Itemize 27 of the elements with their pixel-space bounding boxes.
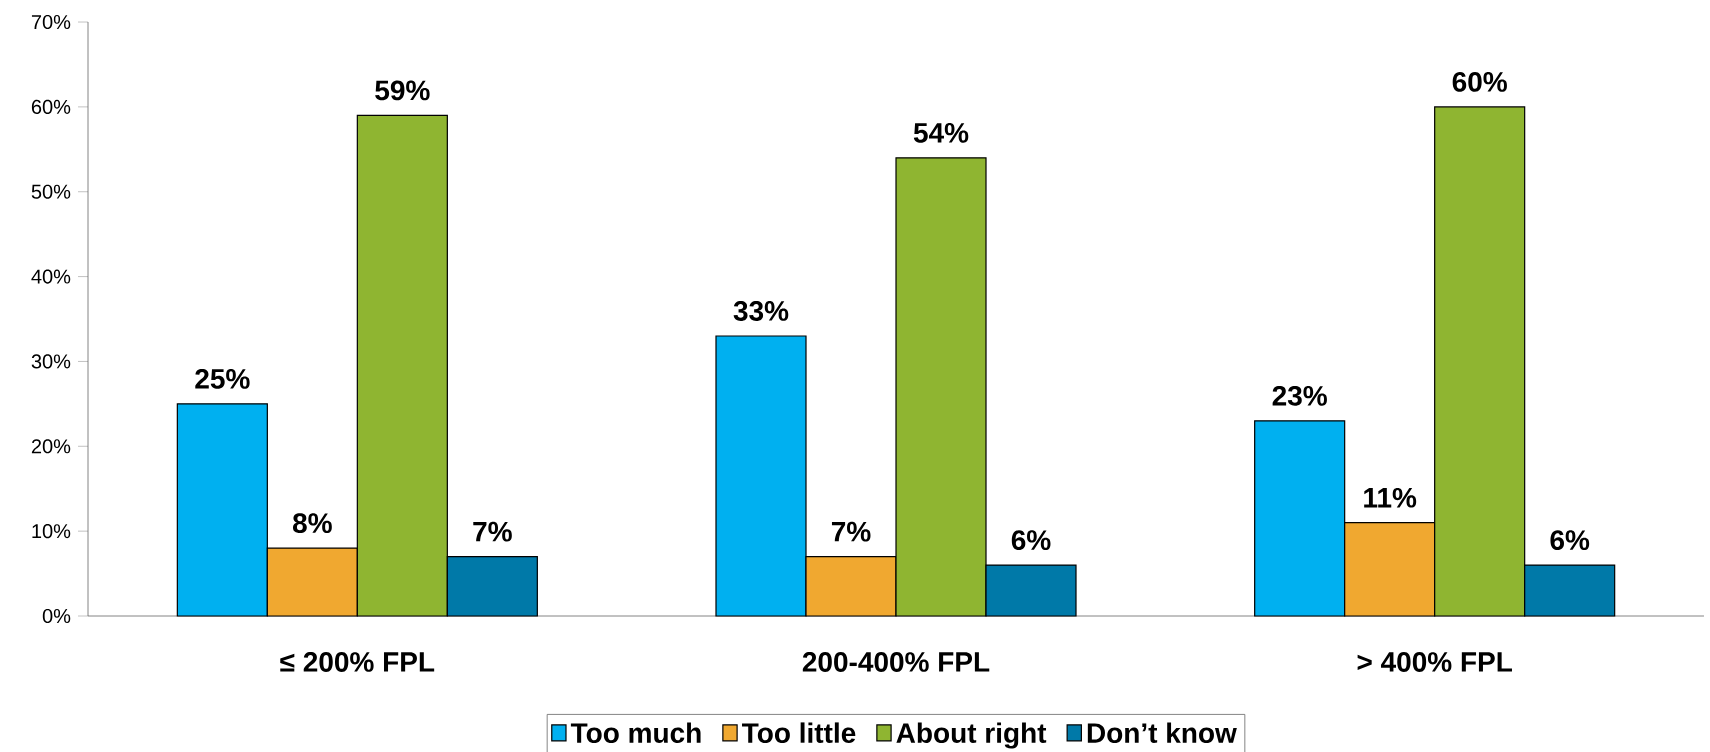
legend-label: Too much	[570, 722, 701, 743]
y-tick-label: 20%	[31, 439, 71, 454]
y-tick-label: 60%	[31, 99, 71, 114]
y-tick-label: 40%	[31, 269, 71, 284]
data-label: 25%	[195, 368, 250, 389]
y-tick-label: 30%	[31, 354, 71, 369]
x-tick-label: > 400% FPL	[1357, 652, 1512, 672]
y-tick-label: 10%	[32, 524, 71, 539]
x-tick-label: ≤ 200% FPL	[280, 652, 435, 672]
legend-label: Don’t know	[1087, 722, 1237, 743]
data-label: 59%	[375, 80, 430, 101]
data-label: 6%	[1550, 530, 1590, 551]
data-label: 54%	[913, 122, 969, 143]
x-tick-label: 200-400% FPL	[802, 652, 990, 672]
legend-label: Too little	[742, 722, 856, 743]
data-label: 6%	[1011, 530, 1051, 551]
data-label: 7%	[473, 521, 512, 542]
y-tick-label: 70%	[31, 14, 71, 30]
y-tick-label: 0%	[42, 608, 71, 624]
data-label: 7%	[831, 521, 871, 542]
y-tick-label: 50%	[31, 184, 71, 199]
data-label: 33%	[733, 301, 789, 321]
data-label: 23%	[1272, 385, 1327, 406]
legend-label: About right	[896, 722, 1047, 749]
data-label: 11%	[1364, 487, 1417, 508]
data-label: 60%	[1452, 71, 1507, 92]
data-label: 8%	[292, 513, 332, 534]
